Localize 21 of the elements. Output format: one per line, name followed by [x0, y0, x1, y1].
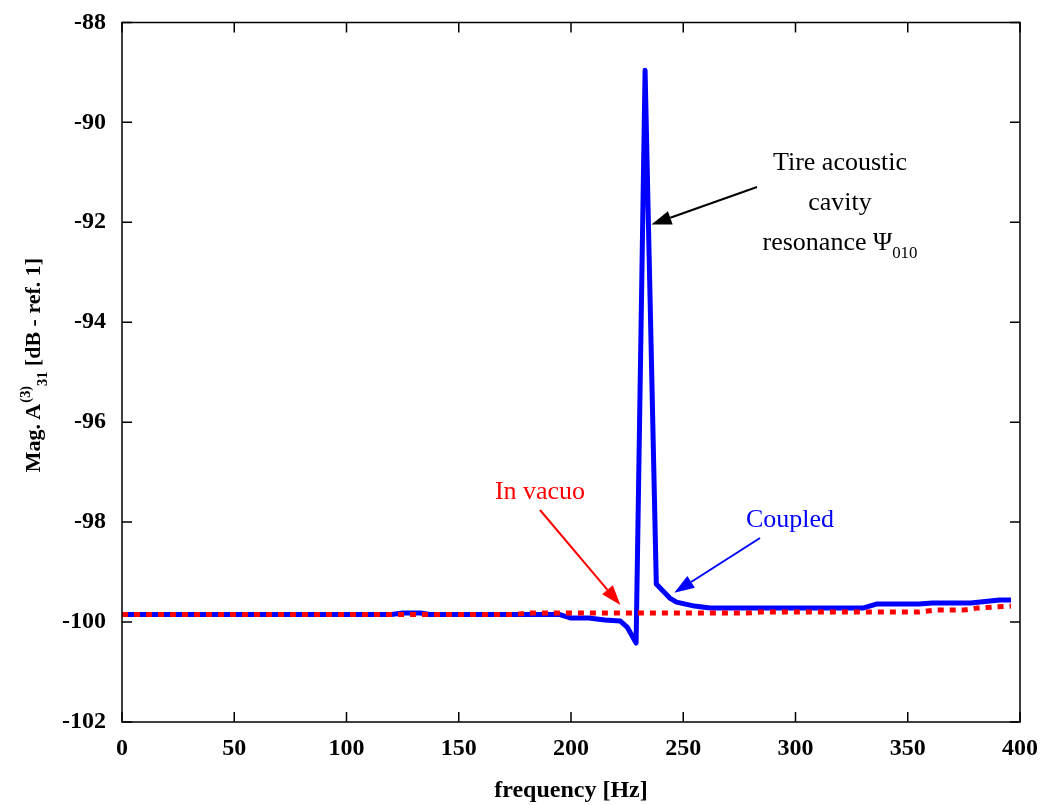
- y-tick-label: -88: [74, 7, 106, 34]
- x-axis-title: frequency [Hz]: [494, 775, 648, 802]
- y-tick-label: -90: [74, 107, 106, 134]
- x-tick-label: 0: [116, 733, 128, 760]
- x-tick-label: 350: [889, 733, 926, 760]
- x-tick-label: 50: [222, 733, 247, 760]
- x-tick-label: 150: [440, 733, 477, 760]
- y-tick-label: -96: [74, 407, 106, 434]
- x-tick-label: 400: [1002, 733, 1038, 760]
- y-tick-label: -102: [62, 707, 106, 734]
- x-tick-label: 200: [553, 733, 589, 760]
- x-tick-label: 250: [665, 733, 702, 760]
- y-axis-title: Mag. A(3)31 [dB - ref. 1]: [17, 257, 50, 473]
- text: In vacuo: [494, 475, 586, 505]
- y-tick-label: -98: [74, 507, 106, 534]
- text: Coupled: [745, 503, 835, 533]
- y-tick-label: -100: [62, 607, 106, 634]
- x-tick-label: 100: [328, 733, 365, 760]
- y-tick-label: -92: [74, 207, 106, 234]
- x-tick-label: 300: [777, 733, 814, 760]
- y-tick-label: -94: [74, 307, 106, 334]
